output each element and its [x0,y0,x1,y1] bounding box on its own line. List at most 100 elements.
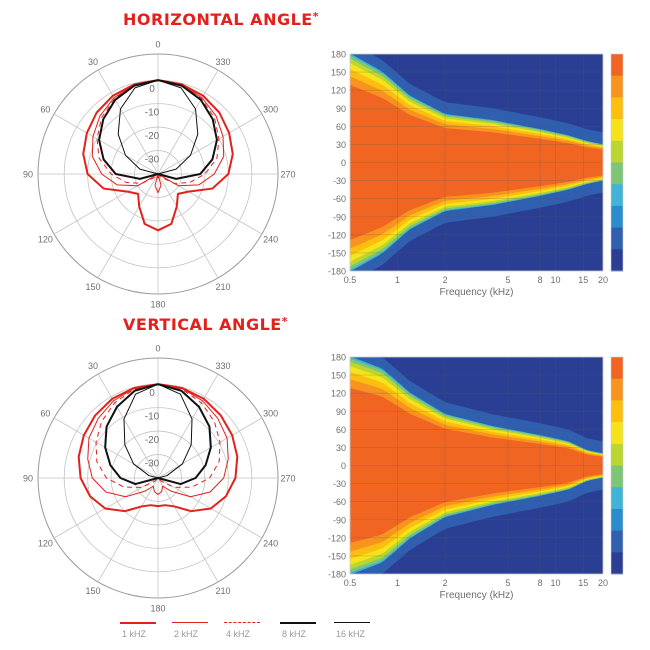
polar-spoke [157,69,219,175]
heatmap-x-tick-label: 5 [505,275,510,285]
polar-angle-label: 120 [38,539,53,549]
heatmap-frame [349,356,604,575]
heatmap-cells [350,357,603,574]
heatmap-x-tick-label: 0.5 [344,578,357,588]
heatmap-y-tick-label: -30 [333,479,346,489]
vertical-angle-title: VERTICAL ANGLE* [123,315,288,334]
polar-angle-label: 330 [215,57,230,67]
colorbar-frame [610,356,624,575]
heatmap-x-tick-label: 10 [550,275,560,285]
polar-spoke [157,373,219,479]
heatmap-x-tick-label: 20 [598,578,608,588]
heatmap-y-tick-label: 150 [331,371,346,381]
heatmap-y-tick-label: 30 [336,443,346,453]
heatmap-x-axis-label: Frequency (kHz) [440,590,514,601]
heatmap-y-tick-label: -180 [328,570,346,580]
colorbar-swatch [611,140,623,163]
heatmap-x-tick-label: 20 [598,275,608,285]
colorbar-swatch [611,249,623,272]
colorbar-swatch [611,97,623,120]
polar-ring-label: -20 [145,435,160,446]
legend-swatch [120,622,156,624]
legend-label: 8 kHZ [282,629,307,639]
heatmap-band [350,84,603,241]
colorbar-swatch [611,552,623,575]
colorbar-swatch [611,357,623,380]
polar-spoke [97,373,159,479]
legend-swatch [224,622,260,623]
colorbar-swatch [611,465,623,488]
heatmap-y-tick-label: -150 [328,248,346,258]
polar-angle-label: 90 [23,474,33,484]
polar-ring-label: 0 [149,388,155,399]
heatmap-x-tick-label: 8 [538,578,543,588]
colorbar-swatch [611,54,623,77]
polar-series-16-khz [117,79,199,175]
heatmap-y-tick-label: 60 [336,122,346,132]
heatmap-y-tick-label: 60 [336,425,346,435]
polar-angle-label: 330 [215,361,230,371]
polar-angle-label: 150 [85,586,100,596]
heatmap-y-tick-label: 0 [341,461,346,471]
polar-angle-label: 120 [38,235,53,245]
polar-series-1-khz [77,383,239,513]
polar-angle-label: 210 [215,586,230,596]
heatmap-y-tick-label: -90 [333,515,346,525]
polar-series-1-khz [82,79,234,232]
polar-series-2-khz [91,79,225,194]
heatmap-y-tick-label: 120 [331,389,346,399]
legend-swatch [172,622,208,623]
heatmap-y-tick-label: -120 [328,230,346,240]
polar-angle-label: 300 [263,105,278,115]
polar-spoke [97,69,159,175]
heatmap-x-tick-label: 10 [550,578,560,588]
polar-series-16-khz [123,383,193,479]
colorbar-swatch [611,530,623,553]
heatmap-y-tick-label: 180 [331,50,346,60]
colorbar-swatch [611,205,623,229]
polar-angle-label: 240 [263,235,278,245]
colorbar-swatch [611,508,623,532]
legend-label: 2 kHZ [174,629,199,639]
colorbar-swatch [611,75,623,98]
colorbar-swatch [611,443,623,466]
legend-label: 1 kHZ [122,629,147,639]
legend-label: 16 kHZ [336,629,366,639]
polar-ring-label: -30 [145,459,160,470]
colorbar-swatch [611,227,623,250]
polar-angle-label: 180 [150,300,165,310]
polar-grid [37,357,279,599]
colorbar-swatch [611,422,623,445]
polar-angle-label: 0 [155,40,160,50]
colorbar-swatch [611,487,623,510]
colorbar-frame [610,53,624,272]
polar-angle-label: 240 [263,539,278,549]
heatmap-y-tick-label: 180 [331,353,346,363]
polar-series-4-khz [96,79,220,184]
colorbar-swatch [611,378,623,401]
legend-swatch [280,622,316,624]
heatmap-y-tick-label: 0 [341,158,346,168]
polar-angle-label: 90 [23,170,33,180]
colorbar-swatch [611,119,623,142]
heatmap-y-tick-label: -60 [333,194,346,204]
heatmap-band [350,387,603,544]
colorbar-swatch [611,184,623,207]
heatmap-y-tick-label: 90 [336,104,346,114]
polar-spoke [97,173,159,279]
polar-spoke [157,173,219,279]
legend-swatch [334,622,370,623]
heatmap-x-tick-label: 8 [538,275,543,285]
heatmap-x-axis-label: Frequency (kHz) [440,287,514,298]
heatmap-x-tick-label: 15 [578,578,588,588]
polar-angle-label: 0 [155,344,160,354]
legend-label: 4 kHZ [226,629,251,639]
polar-ring-label: -10 [145,108,160,119]
polar-angle-label: 60 [40,105,50,115]
polar-spoke [53,113,159,175]
polar-spoke [157,477,219,583]
